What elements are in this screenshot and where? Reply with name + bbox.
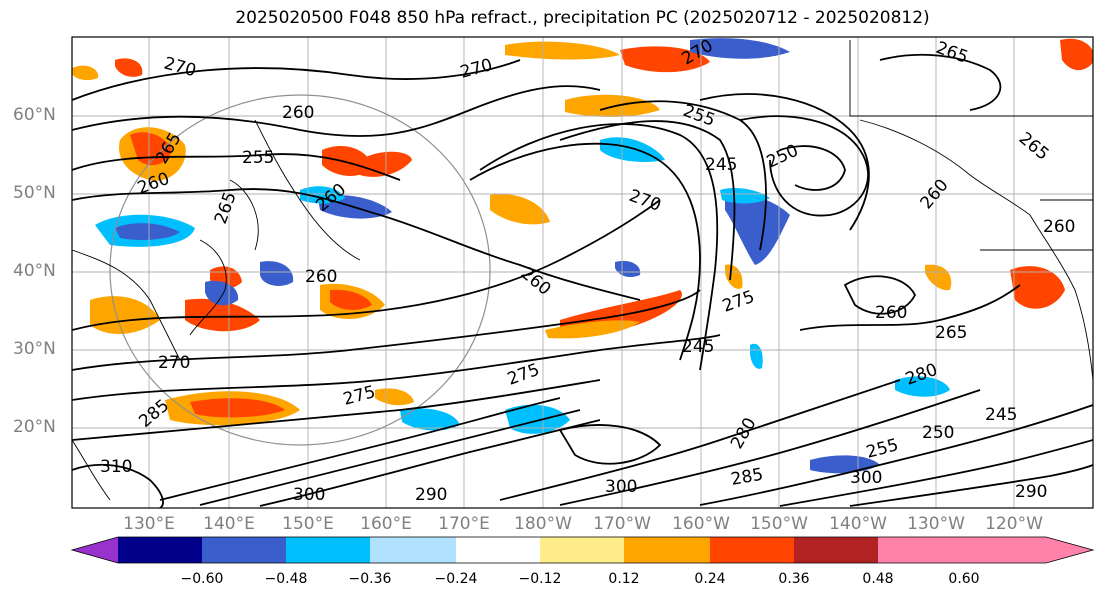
- contour-label: 245: [682, 337, 714, 357]
- contour-label: 300: [605, 477, 637, 497]
- lon-label: 130°E: [123, 514, 175, 534]
- contour-label: 310: [100, 457, 132, 477]
- contour-label: 300: [293, 485, 325, 505]
- lon-label: 130°W: [907, 514, 965, 534]
- lon-label: 150°W: [750, 514, 808, 534]
- lon-label: 140°E: [203, 514, 255, 534]
- colorbar-segment: [286, 537, 370, 563]
- contour-label: 260: [1043, 217, 1075, 237]
- lat-label-40n: 40°N: [13, 261, 56, 281]
- lon-label: 140°W: [829, 514, 887, 534]
- contour-label: 250: [922, 423, 954, 443]
- colorbar-tick: −0.48: [264, 571, 308, 587]
- lon-label: 170°E: [438, 514, 490, 534]
- lat-label-60n: 60°N: [13, 105, 56, 125]
- colorbar-extend-high: [964, 537, 1093, 563]
- contour-label: 260: [875, 303, 907, 323]
- contour-label: 270: [158, 353, 190, 373]
- colorbar-segment: [118, 537, 202, 563]
- refractivity-contours: [72, 53, 1093, 508]
- colorbar-tick: −0.60: [180, 571, 224, 587]
- lon-label: 150°E: [282, 514, 334, 534]
- contour-label: 245: [985, 405, 1017, 425]
- lon-label: 180°W: [514, 514, 572, 534]
- lon-label: 160°W: [672, 514, 730, 534]
- colorbar-segment: [370, 537, 456, 563]
- contour-label: 245: [705, 155, 737, 175]
- colorbar-tick: −0.12: [518, 571, 562, 587]
- colorbar-segment: [540, 537, 624, 563]
- lon-label: 120°W: [985, 514, 1043, 534]
- lat-label-20n: 20°N: [13, 417, 56, 437]
- map-background: [72, 37, 1093, 508]
- colorbar-tick: 0.60: [948, 571, 980, 587]
- shading-layer: [72, 38, 1093, 474]
- contour-label: 260: [305, 267, 337, 287]
- contour-label: 260: [282, 103, 314, 123]
- colorbar-tick: 0.12: [608, 571, 640, 587]
- colorbar-tick: 0.24: [694, 571, 726, 587]
- colorbar-segment: [878, 537, 964, 563]
- contour-label: 290: [415, 485, 447, 505]
- colorbar-extend-low: [72, 537, 118, 563]
- contour-label: 265: [935, 323, 967, 343]
- colorbar-tick: −0.24: [434, 571, 478, 587]
- contour-label: 255: [242, 148, 274, 168]
- colorbar-tick: 0.48: [862, 571, 894, 587]
- lon-label: 170°W: [593, 514, 651, 534]
- map-frame: [71, 36, 1094, 509]
- lon-label: 160°E: [360, 514, 412, 534]
- colorbar-tick: 0.36: [778, 571, 810, 587]
- colorbar-segment: [624, 537, 710, 563]
- lat-label-50n: 50°N: [13, 183, 56, 203]
- lat-label-30n: 30°N: [13, 339, 56, 359]
- colorbar-tick: −0.36: [348, 571, 392, 587]
- colorbar: [70, 536, 1095, 564]
- colorbar-segment: [794, 537, 878, 563]
- contour-labels: 270 260 255 265 260 265 260 270 270 260 …: [100, 37, 1075, 505]
- colorbar-segment: [202, 537, 286, 563]
- map-title: 2025020500 F048 850 hPa refract., precip…: [235, 8, 930, 28]
- contour-label: 300: [850, 468, 882, 488]
- colorbar-segment: [456, 537, 540, 563]
- colorbar-segment: [710, 537, 794, 563]
- contour-label: 290: [1015, 482, 1047, 502]
- coastlines: [72, 40, 1093, 501]
